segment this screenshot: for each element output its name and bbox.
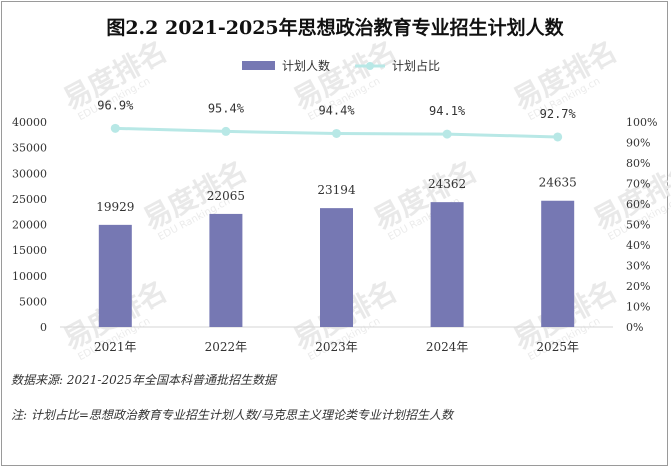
category-label: 2021年 bbox=[94, 340, 137, 354]
bar-value-label: 24362 bbox=[428, 177, 466, 191]
left-tick-label: 35000 bbox=[12, 142, 47, 155]
right-tick-label: 90% bbox=[626, 137, 650, 150]
line-value-label: 95.4% bbox=[208, 101, 245, 115]
left-tick-label: 10000 bbox=[12, 270, 47, 283]
legend-label-line: 计划占比 bbox=[392, 58, 440, 73]
line-value-label: 92.7% bbox=[540, 107, 577, 121]
left-tick-label: 40000 bbox=[12, 116, 47, 129]
line-value-label: 94.1% bbox=[429, 104, 466, 118]
bar-value-label: 19929 bbox=[96, 200, 134, 214]
bar bbox=[430, 202, 464, 327]
bar bbox=[541, 200, 575, 327]
right-tick-label: 60% bbox=[626, 198, 650, 211]
right-tick-label: 20% bbox=[626, 280, 650, 293]
x-axis-labels: 2021年 2022年 2023年 2024年 2025年 bbox=[94, 340, 579, 354]
bar-value-label: 22065 bbox=[207, 189, 245, 203]
line-labels: 96.9% 95.4% 94.4% 94.1% 92.7% bbox=[97, 98, 576, 121]
right-tick-label: 70% bbox=[626, 178, 650, 191]
line-value-label: 94.4% bbox=[318, 103, 355, 117]
legend-label-bar: 计划人数 bbox=[282, 58, 330, 73]
footnote: 注: 计划占比=思想政治教育专业招生计划人数/马克思主义理论类专业计划招生人数 bbox=[11, 408, 453, 422]
right-tick-label: 100% bbox=[626, 116, 657, 129]
line-value-label: 96.9% bbox=[97, 98, 134, 112]
legend-marker-line bbox=[366, 62, 374, 70]
bar-series bbox=[98, 200, 575, 327]
legend: 计划人数 计划占比 bbox=[242, 58, 440, 73]
line-point bbox=[442, 129, 452, 139]
category-label: 2024年 bbox=[426, 340, 469, 354]
line-series bbox=[110, 123, 563, 142]
line-point bbox=[221, 126, 231, 136]
right-tick-label: 80% bbox=[626, 157, 650, 170]
bar-labels: 19929 22065 23194 24362 24635 bbox=[96, 176, 577, 214]
left-tick-label: 5000 bbox=[19, 295, 47, 308]
left-tick-label: 15000 bbox=[12, 244, 47, 257]
right-axis: 0% 10% 20% 30% 40% 50% 60% 70% 80% 90% 100% bbox=[626, 116, 657, 334]
right-tick-label: 50% bbox=[626, 219, 650, 232]
bar-value-label: 24635 bbox=[539, 176, 577, 190]
source-note: 数据来源: 2021-2025年全国本科普通批招生数据 bbox=[11, 373, 276, 387]
right-tick-label: 40% bbox=[626, 239, 650, 252]
left-tick-label: 30000 bbox=[12, 167, 47, 180]
right-tick-label: 30% bbox=[626, 260, 650, 273]
category-label: 2023年 bbox=[315, 340, 358, 354]
bar bbox=[98, 224, 132, 327]
category-label: 2022年 bbox=[205, 340, 248, 354]
line-point bbox=[332, 128, 341, 138]
left-tick-label: 0 bbox=[40, 321, 47, 334]
left-tick-label: 25000 bbox=[12, 193, 47, 206]
left-tick-label: 20000 bbox=[12, 219, 47, 232]
left-axis: 0 5000 10000 15000 20000 25000 30000 35000 40000 bbox=[12, 116, 47, 334]
chart-title: 图2.2 2021-2025年思想政治教育专业招生计划人数 bbox=[106, 16, 564, 39]
line-point bbox=[110, 123, 120, 133]
line-point bbox=[553, 132, 563, 142]
bar bbox=[209, 213, 243, 327]
bar bbox=[320, 208, 353, 327]
right-tick-label: 0% bbox=[626, 321, 643, 334]
category-label: 2025年 bbox=[536, 340, 579, 354]
legend-swatch-bar bbox=[242, 61, 275, 70]
right-tick-label: 10% bbox=[626, 301, 650, 314]
bar-value-label: 23194 bbox=[317, 183, 356, 197]
